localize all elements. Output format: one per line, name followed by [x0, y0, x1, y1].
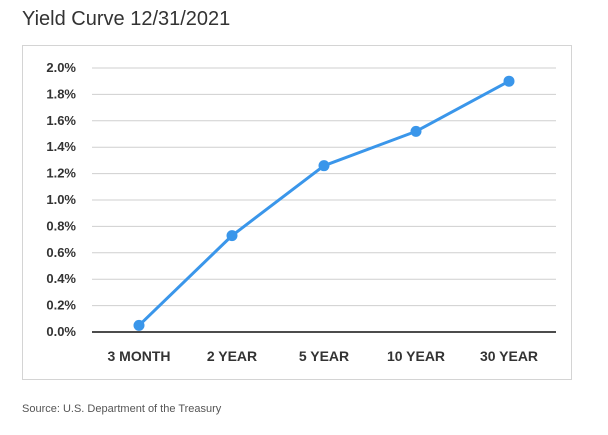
y-tick-label: 1.8%	[46, 86, 76, 101]
data-point	[133, 319, 145, 331]
data-point	[503, 75, 515, 87]
y-tick-label: 0.2%	[46, 298, 76, 313]
y-tick-label: 1.6%	[46, 113, 76, 128]
y-tick-label: 0.6%	[46, 245, 76, 260]
y-tick-label: 1.0%	[46, 192, 76, 207]
x-tick-label: 10 YEAR	[387, 348, 445, 364]
x-tick-label: 5 YEAR	[299, 348, 349, 364]
data-point	[410, 125, 422, 137]
y-tick-label: 1.4%	[46, 139, 76, 154]
y-tick-label: 2.0%	[46, 60, 76, 75]
data-point	[226, 230, 238, 242]
y-tick-label: 1.2%	[46, 166, 76, 181]
y-tick-label: 0.0%	[46, 324, 76, 339]
y-tick-label: 0.4%	[46, 271, 76, 286]
data-point	[318, 160, 330, 172]
chart-frame	[22, 45, 572, 380]
source-note: Source: U.S. Department of the Treasury	[22, 403, 222, 415]
series-line	[137, 79, 511, 327]
x-tick-label: 30 YEAR	[480, 348, 538, 364]
x-tick-label: 3 MONTH	[108, 348, 171, 364]
y-tick-label: 0.8%	[46, 218, 76, 233]
x-tick-label: 2 YEAR	[207, 348, 257, 364]
chart-title: Yield Curve 12/31/2021	[22, 8, 231, 30]
